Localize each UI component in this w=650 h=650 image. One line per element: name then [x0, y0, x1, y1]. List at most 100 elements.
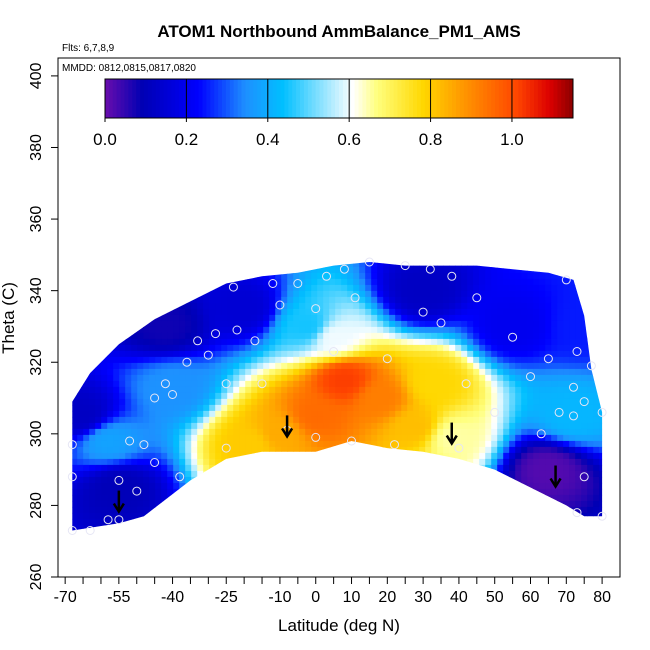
heatmap-cell [353, 392, 360, 400]
heatmap-cell [563, 404, 570, 412]
heatmap-cell [215, 458, 222, 466]
heatmap-cell [221, 332, 228, 340]
heatmap-cell [353, 308, 360, 316]
heatmap-cell [557, 308, 564, 316]
heatmap-cell [479, 362, 486, 370]
heatmap-cell [257, 440, 264, 448]
heatmap-cell [539, 380, 546, 388]
heatmap-cell [575, 320, 582, 328]
heatmap-cell [335, 374, 342, 382]
heatmap-cell [419, 404, 426, 412]
heatmap-cell [119, 404, 126, 412]
heatmap-cell [215, 320, 222, 328]
heatmap-cell [359, 362, 366, 370]
heatmap-cell [449, 362, 456, 370]
heatmap-cell [431, 350, 438, 358]
heatmap-cell [551, 302, 558, 310]
heatmap-cell [521, 368, 528, 376]
heatmap-cell [191, 386, 198, 394]
colorbar-segment [292, 79, 297, 118]
heatmap-cell [395, 350, 402, 358]
heatmap-cell [431, 338, 438, 346]
heatmap-cell [539, 296, 546, 304]
heatmap-cell [407, 272, 414, 280]
heatmap-cell [569, 380, 576, 388]
heatmap-cell [215, 410, 222, 418]
heatmap-cell [515, 350, 522, 358]
sample-point [67, 526, 77, 535]
heatmap-cell [521, 308, 528, 316]
heatmap-cell [179, 482, 186, 490]
heatmap-cell [521, 320, 528, 328]
heatmap-cell [215, 440, 222, 448]
heatmap-cell [233, 356, 240, 364]
heatmap-cell [461, 440, 468, 448]
heatmap-cell [323, 320, 330, 328]
heatmap-cell [425, 284, 432, 292]
heatmap-cell [593, 488, 600, 496]
heatmap-cell [581, 338, 588, 346]
heatmap-cell [125, 398, 132, 406]
heatmap-cell [233, 362, 240, 370]
heatmap-cell [365, 368, 372, 376]
heatmap-cell [593, 506, 600, 514]
heatmap-cell [233, 344, 240, 352]
heatmap-cell [509, 362, 516, 370]
heatmap-cell [407, 308, 414, 316]
heatmap-cell [119, 488, 126, 496]
heatmap-cell [359, 434, 366, 442]
heatmap-cell [89, 512, 96, 520]
heatmap-cell [473, 380, 480, 388]
heatmap-cell [101, 368, 108, 376]
heatmap-cell [509, 392, 516, 400]
heatmap-cell [503, 392, 510, 400]
heatmap-cell [443, 350, 450, 358]
heatmap-cell [305, 362, 312, 370]
heatmap-cell [311, 278, 318, 286]
heatmap-cell [239, 434, 246, 442]
heatmap-cell [509, 284, 516, 292]
heatmap-cell [341, 410, 348, 418]
heatmap-cell [485, 296, 492, 304]
heatmap-cell [155, 500, 162, 508]
colorbar-segment [198, 79, 203, 118]
heatmap-cell [72, 464, 78, 472]
heatmap-cell [305, 332, 312, 340]
heatmap-cell [221, 302, 228, 310]
heatmap-cell [449, 344, 456, 352]
sample-point [400, 261, 410, 271]
heatmap-cell [515, 338, 522, 346]
heatmap-cell [557, 410, 564, 418]
heatmap-cell [425, 404, 432, 412]
heatmap-cell [293, 350, 300, 358]
heatmap-cell [113, 398, 120, 406]
heatmap-cell [383, 440, 390, 448]
heatmap-cell [491, 272, 498, 280]
heatmap-cell [239, 290, 246, 298]
heatmap-cell [95, 488, 102, 496]
heatmap-cell [569, 392, 576, 400]
heatmap-cell [599, 500, 603, 508]
heatmap-cell [533, 374, 540, 382]
heatmap-cell [443, 446, 450, 454]
heatmap-cell [113, 488, 120, 496]
heatmap-cell [329, 440, 336, 448]
heatmap-cell [485, 458, 492, 466]
x-tick-label: 80 [593, 589, 611, 606]
heatmap-cell [347, 392, 354, 400]
plot-border [57, 57, 621, 578]
sample-point [447, 271, 457, 281]
heatmap-cell [221, 380, 228, 388]
heatmap-cell [473, 314, 480, 322]
heatmap-cell [323, 434, 330, 442]
colorbar-tick-label: 0.8 [419, 130, 443, 149]
heatmap-cell [227, 290, 234, 298]
colorbar-segment [272, 79, 278, 118]
heatmap-cell [329, 320, 336, 328]
heatmap-cell [323, 314, 330, 322]
heatmap-cell [155, 344, 162, 352]
heatmap-cell [161, 434, 168, 442]
heatmap-cell [497, 452, 504, 460]
heatmap-cell [437, 368, 444, 376]
heatmap-cell [77, 422, 84, 430]
